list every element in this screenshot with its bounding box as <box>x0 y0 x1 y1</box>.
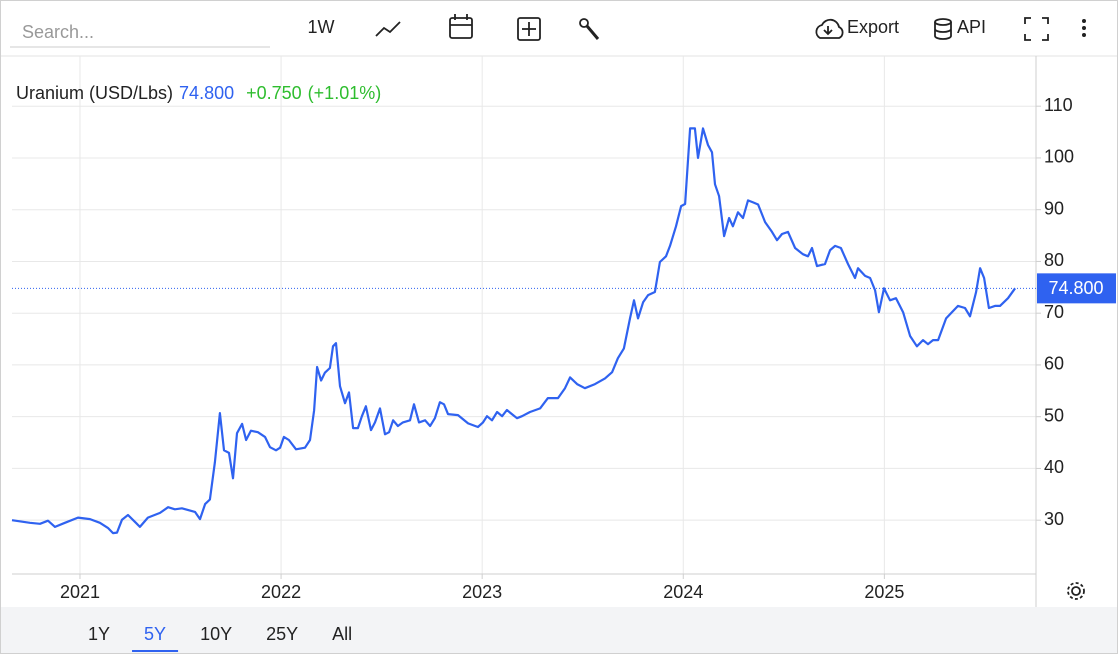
x-tick-label: 2021 <box>60 582 100 602</box>
chart-type-icon[interactable] <box>375 21 401 37</box>
database-icon <box>934 18 952 40</box>
y-tick-label: 100 <box>1044 147 1074 167</box>
settings-icon[interactable] <box>1067 582 1085 600</box>
search-placeholder: Search... <box>22 22 94 42</box>
cloud-icon <box>815 18 844 39</box>
export-button[interactable]: Export <box>815 17 899 39</box>
legend: Uranium (USD/Lbs) 74.800 +0.750 (+1.01%) <box>16 83 381 103</box>
x-tick-label: 2023 <box>462 582 502 602</box>
legend-change-pct: (+1.01%) <box>308 83 382 103</box>
last-price-box <box>1037 273 1116 304</box>
x-tick-label: 2025 <box>864 582 904 602</box>
range-bar <box>1 607 1117 653</box>
compare-icon[interactable] <box>517 17 541 41</box>
menu-icon[interactable] <box>1082 19 1086 37</box>
grid <box>12 56 1036 574</box>
tools-icon[interactable] <box>579 18 600 40</box>
interval-button[interactable]: 1W <box>308 17 335 37</box>
range-button[interactable]: 1Y <box>88 624 110 644</box>
api-button[interactable]: API <box>934 17 986 40</box>
legend-name: Uranium (USD/Lbs) <box>16 83 173 103</box>
x-tick-label: 2022 <box>261 582 301 602</box>
api-label: API <box>957 17 986 37</box>
y-tick-label: 80 <box>1044 250 1064 270</box>
range-button[interactable]: 5Y <box>144 624 166 644</box>
range-button[interactable]: All <box>332 624 352 644</box>
legend-change: +0.750 <box>246 83 302 103</box>
price-line <box>11 127 1016 535</box>
legend-last: 74.800 <box>179 83 234 103</box>
y-tick-label: 30 <box>1044 509 1064 529</box>
range-button[interactable]: 25Y <box>266 624 298 644</box>
calendar-icon[interactable] <box>449 14 473 39</box>
y-tick-label: 60 <box>1044 354 1064 374</box>
y-tick-label: 90 <box>1044 198 1064 218</box>
y-tick-label: 40 <box>1044 457 1064 477</box>
export-label: Export <box>847 17 899 37</box>
search-box[interactable]: Search... <box>10 22 270 48</box>
x-tick-label: 2024 <box>663 582 703 602</box>
y-tick-label: 70 <box>1044 302 1064 322</box>
range-button[interactable]: 10Y <box>200 624 232 644</box>
y-tick-label: 110 <box>1044 95 1073 115</box>
fullscreen-icon[interactable] <box>1024 17 1049 41</box>
last-price-label: 74.800 <box>1048 278 1103 298</box>
y-tick-label: 50 <box>1044 405 1064 425</box>
